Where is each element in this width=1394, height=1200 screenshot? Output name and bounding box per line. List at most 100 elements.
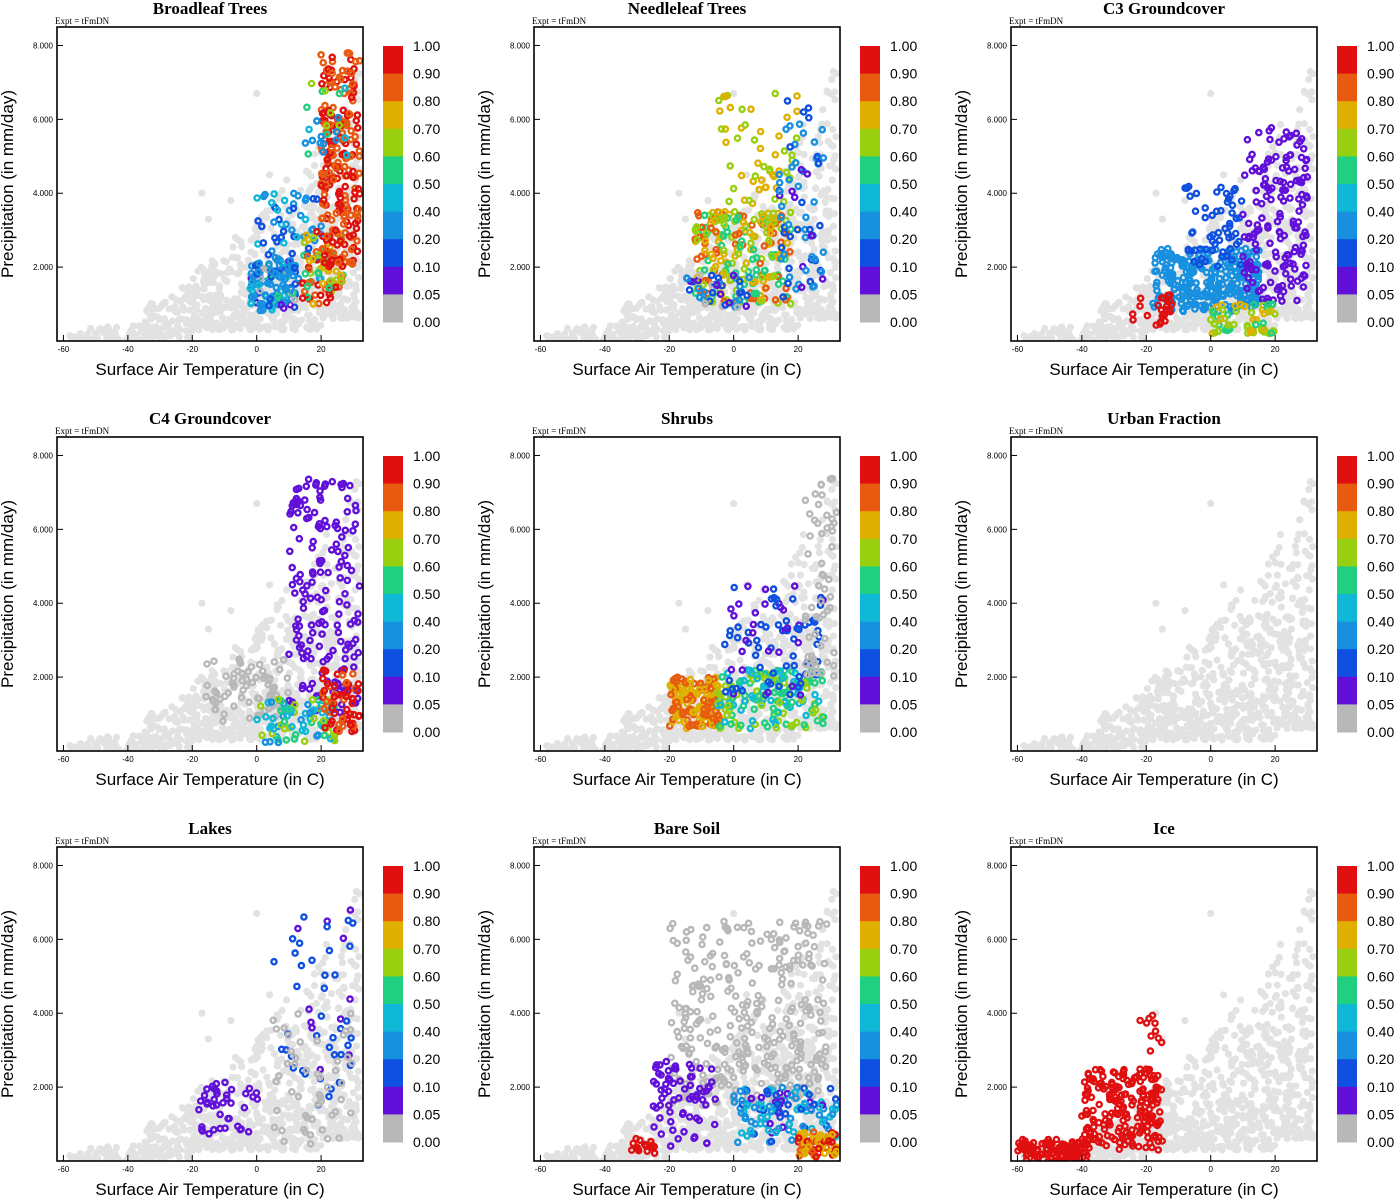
background-point <box>102 336 110 341</box>
background-point <box>1136 316 1144 324</box>
background-point <box>233 254 242 262</box>
data-point <box>289 204 298 213</box>
background-point <box>233 270 241 278</box>
data-point <box>716 107 724 115</box>
background-point <box>1307 210 1315 218</box>
data-point <box>747 239 755 247</box>
background-point <box>751 193 759 201</box>
background-point <box>153 313 161 321</box>
background-point <box>253 642 261 650</box>
data-point <box>794 182 803 191</box>
data-point <box>324 65 333 73</box>
data-point <box>288 249 297 258</box>
background-point <box>278 186 286 195</box>
data-point <box>271 270 280 279</box>
background-point <box>283 176 291 184</box>
background-point <box>279 318 287 326</box>
background-point <box>129 322 137 330</box>
data-point <box>1226 244 1234 253</box>
background-point <box>310 667 318 676</box>
background-point <box>333 215 341 223</box>
background-point <box>826 269 834 277</box>
colorbar-label: 0.10 <box>890 259 917 275</box>
background-point <box>192 726 200 734</box>
data-point <box>274 292 283 301</box>
data-point <box>775 170 784 179</box>
background-point <box>775 316 783 324</box>
data-point <box>347 127 355 135</box>
background-point <box>220 257 228 265</box>
background-point <box>170 303 179 311</box>
data-point <box>1164 244 1172 253</box>
plot-frame <box>533 26 841 342</box>
data-point <box>802 213 810 222</box>
data-point <box>285 269 294 278</box>
background-point <box>247 248 255 256</box>
background-point <box>830 195 838 203</box>
background-point <box>260 323 268 331</box>
data-point <box>290 296 299 304</box>
x-tick-label: 0 <box>1208 345 1213 354</box>
data-point <box>313 195 321 203</box>
data-point <box>760 266 769 275</box>
data-point <box>277 300 286 309</box>
data-point <box>1255 128 1263 137</box>
data-point <box>783 113 791 122</box>
background-point <box>1123 327 1131 335</box>
background-point <box>112 733 121 742</box>
data-point <box>254 281 263 289</box>
data-point <box>1189 267 1198 276</box>
background-point <box>173 308 181 316</box>
background-point <box>657 306 665 314</box>
background-point <box>248 721 256 729</box>
data-point <box>328 69 337 77</box>
background-point <box>1030 332 1038 341</box>
background-point <box>244 256 252 264</box>
background-point <box>1056 336 1064 341</box>
background-point <box>1309 133 1317 141</box>
background-point <box>274 652 282 660</box>
data-point <box>758 212 767 221</box>
background-point <box>224 321 232 329</box>
data-point <box>1246 328 1255 337</box>
data-point <box>1182 267 1191 276</box>
background-point <box>652 333 660 341</box>
data-point <box>1253 221 1262 229</box>
background-point <box>1308 247 1316 255</box>
colorbar-segment <box>1337 211 1357 240</box>
data-point <box>329 249 338 257</box>
colorbar-segment <box>1337 156 1357 185</box>
colorbar: 1.000.900.800.700.600.500.400.200.100.05… <box>1337 38 1394 330</box>
background-point <box>832 274 840 282</box>
background-point <box>1106 305 1114 313</box>
y-tick-label: 2.000 <box>33 263 54 272</box>
background-point <box>178 284 186 292</box>
data-point <box>309 233 318 242</box>
colorbar-label: 0.20 <box>1367 231 1394 247</box>
data-point <box>317 222 325 230</box>
data-point <box>317 51 325 59</box>
background-point <box>630 313 638 321</box>
data-point <box>261 291 270 299</box>
colorbar-segment <box>860 73 880 102</box>
background-point <box>257 636 265 645</box>
data-point <box>1302 261 1310 270</box>
background-point <box>81 336 90 341</box>
data-point <box>1156 320 1164 328</box>
data-point <box>750 136 759 144</box>
background-point <box>671 322 679 330</box>
colorbar-segment <box>383 211 403 240</box>
background-point <box>706 326 714 334</box>
background-point <box>1059 329 1067 337</box>
data-point <box>717 125 726 133</box>
data-point <box>747 105 755 113</box>
background-point <box>310 162 318 170</box>
background-point <box>229 326 237 334</box>
background-point <box>1079 337 1087 341</box>
data-point <box>325 262 333 271</box>
background-point <box>1080 329 1089 337</box>
data-point <box>1196 291 1205 300</box>
data-point <box>307 278 316 287</box>
data-point <box>266 298 274 307</box>
